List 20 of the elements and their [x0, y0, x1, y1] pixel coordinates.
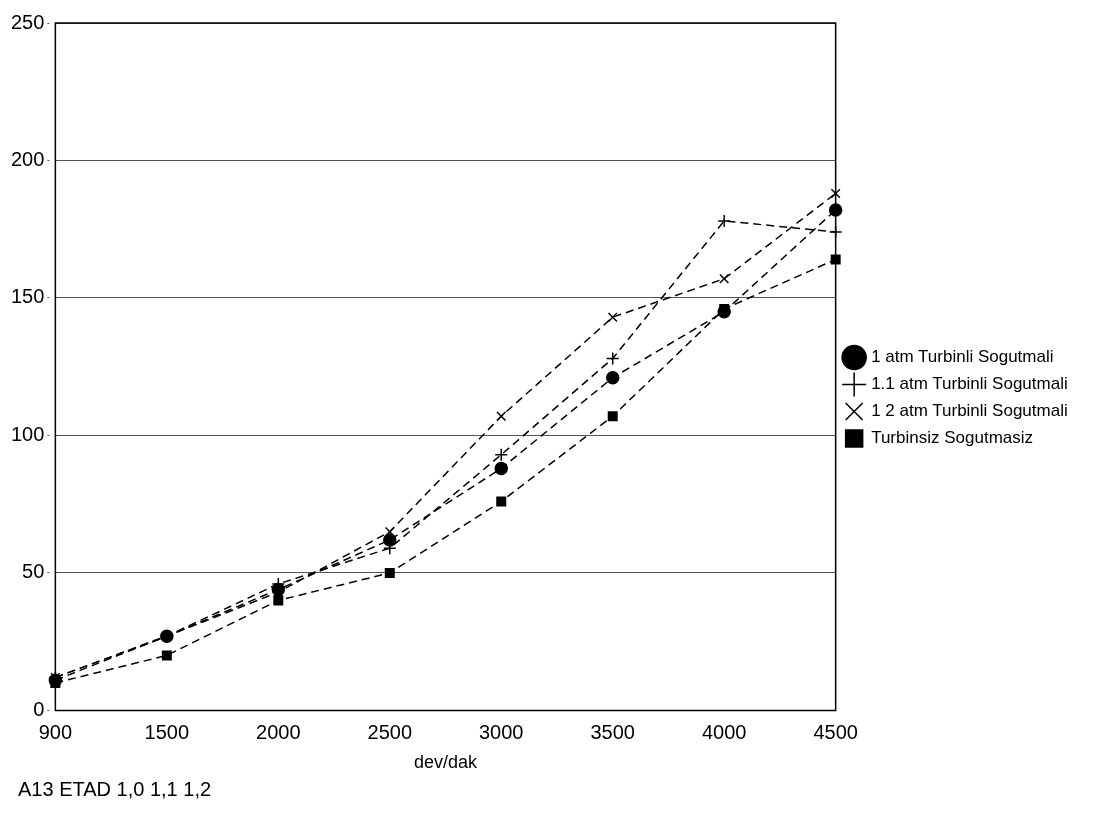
y-tick-label: 250 [10, 10, 45, 33]
y-tick-label: 100 [10, 422, 45, 445]
legend-label: 1 2 atm Turbinli Sogutmali [871, 401, 1068, 421]
legend-label: Turbinsiz Sogutmasiz [871, 428, 1034, 448]
y-tick-label: 150 [10, 285, 45, 308]
text: A13 ETAD 1,0 1,1 1,2 [18, 778, 213, 801]
x-tick-label: 2000 [256, 720, 301, 743]
x-tick-label: 4000 [701, 720, 747, 743]
x-tick-label: 4500 [813, 720, 858, 743]
y-tick-label: 0 [33, 697, 45, 720]
y-tick-label: 200 [10, 148, 45, 170]
x-tick-label: 3000 [479, 720, 524, 743]
x-tick-label: 2500 [367, 720, 413, 743]
x-tick-label: 1500 [144, 720, 190, 743]
legend-label: 1 atm Turbinli Sogutmali [871, 347, 1054, 367]
x-axis-title: dev/dak [413, 752, 479, 773]
y-tick-label: 50 [22, 560, 45, 583]
legend-label: 1.1 atm Turbinli Sogutmali [871, 374, 1068, 394]
x-tick-label: 900 [38, 720, 73, 743]
x-tick-label: 3500 [590, 720, 635, 743]
